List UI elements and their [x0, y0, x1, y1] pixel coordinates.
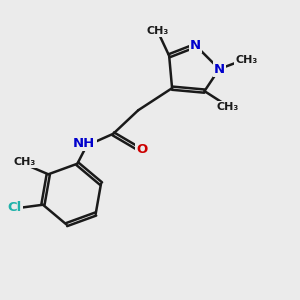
Text: Cl: Cl [8, 201, 22, 214]
Text: NH: NH [73, 137, 95, 150]
Text: N: N [190, 39, 201, 52]
Text: CH₃: CH₃ [14, 157, 36, 167]
Text: CH₃: CH₃ [146, 26, 169, 36]
Text: O: O [136, 143, 147, 157]
Text: CH₃: CH₃ [217, 102, 239, 112]
Text: CH₃: CH₃ [235, 55, 257, 65]
Text: N: N [214, 62, 225, 76]
